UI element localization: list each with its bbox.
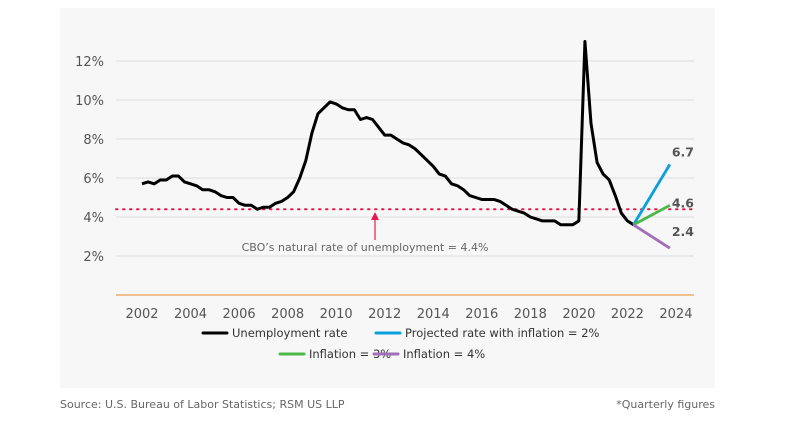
- y-tick-label: 8%: [83, 133, 104, 148]
- y-tick-label: 4%: [83, 211, 104, 226]
- y-tick-label: 10%: [75, 94, 104, 109]
- x-tick-label: 2016: [465, 307, 498, 322]
- x-tick-label: 2010: [320, 307, 353, 322]
- x-tick-label: 2008: [271, 307, 304, 322]
- x-tick-label: 2004: [174, 307, 207, 322]
- series-end-label: 2.4: [672, 224, 694, 239]
- series-end-label: 6.7: [672, 144, 694, 159]
- series-line-0: [141, 40, 635, 227]
- x-tick-label: 2024: [659, 307, 692, 322]
- series-line-2: [632, 204, 671, 227]
- x-tick-label: 2006: [223, 307, 256, 322]
- annotation-arrow-head: [370, 212, 379, 220]
- series-end-label: 4.6: [672, 195, 694, 210]
- x-tick-label: 2018: [514, 307, 547, 322]
- x-tick-label: 2012: [368, 307, 401, 322]
- source-text: Source: U.S. Bureau of Labor Statistics;…: [60, 398, 345, 411]
- legend-label: Projected rate with inflation = 2%: [405, 326, 600, 340]
- natural-rate-annotation: CBO’s natural rate of unemployment = 4.4…: [242, 241, 489, 254]
- y-tick-label: 6%: [83, 172, 104, 187]
- legend-label: Inflation = 4%: [403, 347, 485, 361]
- legend-label: Unemployment rate: [232, 326, 347, 340]
- series-line-1: [632, 163, 672, 226]
- x-tick-label: 2022: [611, 307, 644, 322]
- legend-label: Inflation = 3%: [309, 347, 391, 361]
- x-tick-label: 2014: [417, 307, 450, 322]
- y-tick-label: 12%: [75, 55, 104, 70]
- x-tick-label: 2002: [125, 307, 158, 322]
- chart-panel: [60, 8, 715, 388]
- y-tick-label: 2%: [83, 250, 104, 265]
- footnote-text: *Quarterly figures: [616, 398, 715, 411]
- series-line-3: [632, 223, 671, 250]
- x-tick-label: 2020: [562, 307, 595, 322]
